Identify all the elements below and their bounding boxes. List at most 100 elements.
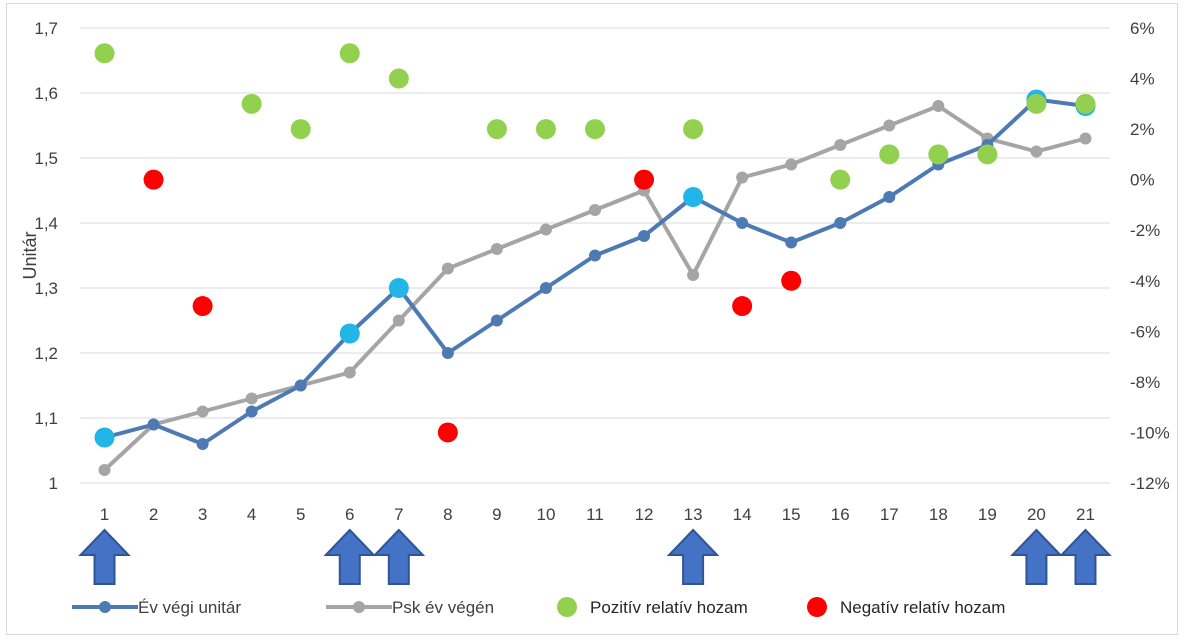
legend-swatch-positive xyxy=(557,597,577,617)
series-point xyxy=(785,236,798,249)
y2-tick-label: -10% xyxy=(1130,423,1170,442)
x-tick-label: 13 xyxy=(684,505,703,524)
y2-tick-label: 4% xyxy=(1130,70,1155,89)
positive-return-point xyxy=(94,43,115,64)
positive-return-point xyxy=(241,93,262,114)
arrow-markers xyxy=(78,528,1112,585)
up-arrow-icon xyxy=(666,528,720,585)
up-arrow-icon xyxy=(78,528,131,585)
legend: Év végi unitár Psk év végén Pozitív rela… xyxy=(72,597,1005,617)
up-arrow-icon xyxy=(1059,528,1112,585)
legend-label-psk: Psk év végén xyxy=(392,598,494,617)
series-point xyxy=(1030,145,1043,158)
x-tick-label: 16 xyxy=(831,505,850,524)
positive-return-point xyxy=(339,43,360,64)
x-tick-label: 6 xyxy=(345,505,354,524)
series-point xyxy=(589,204,601,216)
positive-return-point xyxy=(486,119,507,140)
positive-return-point xyxy=(388,68,409,89)
y2-tick-label: 2% xyxy=(1130,120,1155,139)
positive-return-point xyxy=(1026,93,1047,114)
legend-swatch-psk-marker xyxy=(353,601,365,613)
series-point xyxy=(883,191,896,203)
y2-tick-label: -8% xyxy=(1130,373,1160,392)
legend-label-unitar: Év végi unitár xyxy=(138,598,241,617)
negative-return-point xyxy=(781,270,802,291)
y-tick-label: 1,6 xyxy=(34,84,58,103)
x-tick-label: 19 xyxy=(978,505,997,524)
up-arrow-icon xyxy=(1010,528,1063,585)
series-point xyxy=(245,405,258,418)
x-tick-label: 5 xyxy=(296,505,305,524)
series-point xyxy=(834,217,847,229)
y2-tick-label: 0% xyxy=(1130,171,1155,190)
positive-return-point xyxy=(585,119,605,140)
positive-return-point xyxy=(535,119,556,140)
negative-return-point xyxy=(732,296,753,317)
series-point xyxy=(638,230,651,242)
positive-return-point xyxy=(290,119,311,140)
y-tick-label: 1,7 xyxy=(34,19,58,38)
x-tick-label: 18 xyxy=(929,505,948,524)
y-tick-label: 1 xyxy=(49,474,58,493)
negative-return-point xyxy=(143,169,164,190)
relative-return-points xyxy=(94,43,1096,443)
series-point xyxy=(441,262,454,275)
y-tick-label: 1,5 xyxy=(34,149,58,168)
negative-return-point xyxy=(634,169,655,190)
positive-return-point xyxy=(830,169,851,190)
series-point xyxy=(589,249,601,262)
series-point xyxy=(98,464,111,476)
series-point xyxy=(294,379,307,392)
positive-return-point xyxy=(928,144,949,165)
series-point xyxy=(343,366,356,379)
x-tick-label: 9 xyxy=(492,505,501,524)
series-point-highlight xyxy=(683,187,704,207)
y2-tick-label: -4% xyxy=(1130,272,1160,291)
series-point xyxy=(392,314,405,327)
y-axis-title: Unitár xyxy=(20,231,40,279)
legend-label-positive: Pozitív relatív hozam xyxy=(590,598,748,617)
y2-tick-label: -2% xyxy=(1130,221,1160,240)
y-axis-left-ticks: 1 1,1 1,2 1,3 1,4 1,5 1,6 1,7 xyxy=(34,19,58,493)
positive-return-point xyxy=(683,119,704,140)
negative-return-point xyxy=(437,422,458,443)
x-tick-label: 10 xyxy=(536,505,555,524)
x-tick-label: 11 xyxy=(586,505,604,524)
y-tick-label: 1,2 xyxy=(34,344,58,363)
series-point xyxy=(1079,132,1092,145)
y-tick-label: 1,3 xyxy=(34,279,58,298)
x-tick-label: 14 xyxy=(733,505,752,524)
x-tick-label: 17 xyxy=(880,505,899,524)
series-point-highlight xyxy=(388,278,409,298)
series-point xyxy=(147,418,160,431)
positive-return-point xyxy=(879,144,900,165)
series-point xyxy=(196,405,209,418)
series-point xyxy=(736,171,749,184)
legend-swatch-unitar-marker xyxy=(99,601,111,613)
series-point xyxy=(687,269,700,281)
series-lines xyxy=(94,89,1096,476)
y2-tick-label: -6% xyxy=(1130,322,1160,341)
x-tick-label: 4 xyxy=(247,505,256,524)
series-point xyxy=(490,243,503,255)
series-point xyxy=(785,158,798,171)
series-point xyxy=(441,347,454,359)
x-tick-label: 21 xyxy=(1076,505,1095,524)
series-point xyxy=(539,223,552,236)
positive-return-point xyxy=(977,144,998,165)
series-point xyxy=(245,392,258,405)
x-tick-label: 7 xyxy=(394,505,403,524)
series-point xyxy=(196,438,209,450)
grid-lines xyxy=(80,27,1110,484)
legend-label-negative: Negatív relatív hozam xyxy=(840,598,1005,617)
series-point xyxy=(883,119,896,132)
series-point xyxy=(834,139,847,151)
up-arrow-icon xyxy=(323,528,377,585)
y-tick-label: 1,1 xyxy=(34,409,58,428)
y-axis-right-ticks: -12% -10% -8% -6% -4% -2% 0% 2% 4% 6% xyxy=(1130,19,1170,493)
y2-tick-label: 6% xyxy=(1130,19,1155,38)
series-point xyxy=(490,314,503,327)
x-tick-label: 3 xyxy=(198,505,207,524)
